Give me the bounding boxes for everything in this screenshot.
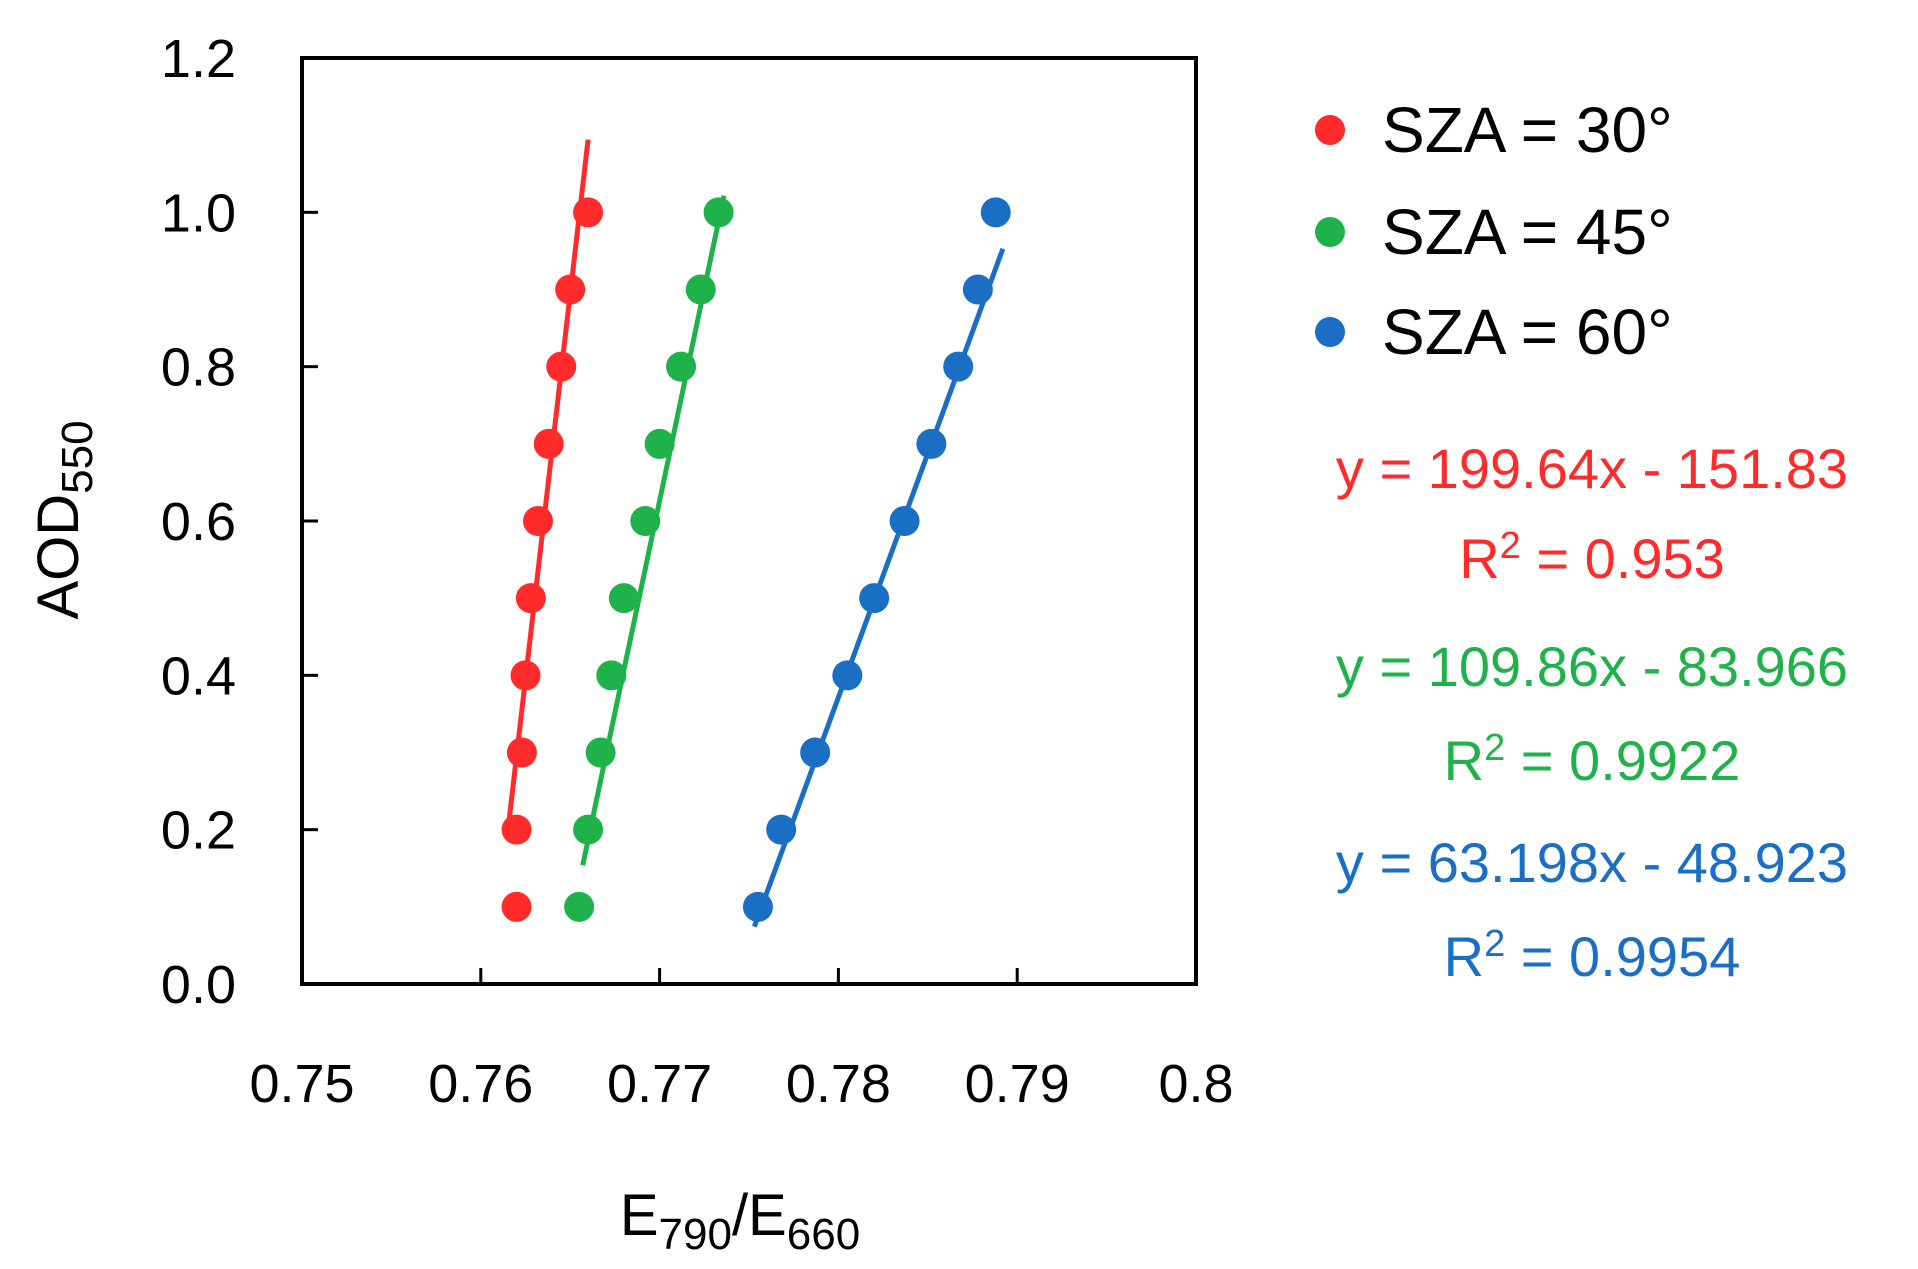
equation-sza-60: y = 63.198x - 48.923 [1336, 831, 1848, 894]
y-tick-label: 0.6 [161, 492, 236, 552]
x-axis-title-slash: /E [732, 1183, 787, 1248]
legend-label-sza-30: SZA = 30° [1382, 94, 1673, 166]
y-tick-label: 0.0 [161, 955, 236, 1015]
legend-entry-sza-60: SZA = 60° [1315, 296, 1673, 368]
fit-line-series-0 [505, 139, 591, 834]
data-point-series-1 [608, 583, 639, 614]
regression-annotations: y = 199.64x - 151.83 R2 = 0.953 y = 109.… [1336, 437, 1848, 988]
r2-value-sza-30: = 0.953 [1521, 527, 1725, 590]
x-axis-title-sub2: 660 [787, 1210, 860, 1259]
data-point-series-1 [564, 891, 595, 922]
x-tick-label: 0.75 [249, 1054, 354, 1114]
data-point-series-2 [980, 197, 1011, 228]
data-point-series-2 [889, 506, 920, 536]
x-tick-label: 0.78 [786, 1054, 891, 1114]
r2-sup-sza-30: 2 [1500, 525, 1521, 567]
legend-marker-sza-60 [1315, 317, 1345, 347]
legend-marker-sza-30 [1315, 115, 1345, 145]
y-tick-label: 0.4 [161, 646, 236, 706]
x-axis-ticks: 0.75 0.76 0.77 0.78 0.79 0.8 [249, 968, 1234, 1114]
data-point-series-0 [523, 506, 554, 536]
r2-sup-sza-45: 2 [1484, 727, 1505, 769]
y-axis-title-sub: 550 [53, 420, 102, 493]
x-tick-label: 0.79 [965, 1054, 1070, 1114]
x-axis-title-main: E [620, 1183, 659, 1248]
data-point-series-2 [742, 891, 773, 922]
r2-value-sza-60: = 0.9954 [1505, 925, 1740, 988]
legend-entry-sza-45: SZA = 45° [1315, 196, 1673, 268]
data-point-series-1 [644, 428, 675, 459]
r2-label-sza-45: R [1444, 729, 1484, 792]
data-point-series-0 [515, 583, 546, 614]
fit-lines [505, 139, 1006, 928]
legend-label-sza-45: SZA = 45° [1382, 196, 1673, 268]
data-point-series-2 [859, 583, 890, 614]
r2-sup-sza-60: 2 [1484, 923, 1505, 965]
r2-label-sza-30: R [1459, 527, 1499, 590]
x-tick-label: 0.77 [607, 1054, 712, 1114]
y-axis-title-main: AOD [26, 494, 91, 620]
data-point-series-0 [501, 814, 532, 845]
data-point-series-1 [703, 197, 734, 228]
data-point-series-0 [506, 737, 537, 768]
data-point-series-0 [555, 274, 586, 305]
data-points [501, 197, 1011, 922]
legend-label-sza-60: SZA = 60° [1382, 296, 1673, 368]
x-axis-title: E790/E660 [620, 1183, 860, 1259]
equation-sza-45: y = 109.86x - 83.966 [1336, 635, 1848, 698]
data-point-series-2 [916, 428, 947, 459]
y-axis-title: AOD550 [26, 420, 102, 619]
data-point-series-2 [832, 660, 863, 691]
r2-sza-45: R2 = 0.9922 [1444, 727, 1741, 792]
y-tick-label: 0.8 [161, 338, 236, 398]
data-point-series-0 [501, 891, 532, 922]
legend: SZA = 30° SZA = 45° SZA = 60° [1315, 94, 1673, 368]
equation-sza-30: y = 199.64x - 151.83 [1336, 437, 1848, 500]
data-point-series-0 [573, 197, 604, 228]
data-point-series-1 [666, 351, 697, 382]
data-point-series-2 [943, 351, 974, 382]
data-point-series-0 [533, 428, 564, 459]
r2-label-sza-60: R [1444, 925, 1484, 988]
data-point-series-1 [585, 737, 616, 768]
y-tick-label: 1.0 [161, 183, 236, 243]
data-point-series-1 [573, 814, 604, 845]
x-tick-label: 0.76 [428, 1054, 533, 1114]
data-point-series-2 [962, 274, 993, 305]
plot-frame [300, 56, 1198, 986]
data-point-series-0 [510, 660, 541, 691]
data-point-series-2 [766, 814, 797, 845]
r2-sza-60: R2 = 0.9954 [1444, 923, 1741, 988]
r2-value-sza-45: = 0.9922 [1505, 729, 1740, 792]
data-point-series-1 [685, 274, 716, 305]
legend-entry-sza-30: SZA = 30° [1315, 94, 1673, 166]
y-tick-label: 0.2 [161, 801, 236, 861]
y-tick-label: 1.2 [161, 29, 236, 89]
data-point-series-1 [596, 660, 627, 691]
x-tick-label: 0.8 [1158, 1054, 1233, 1114]
data-point-series-2 [800, 737, 831, 768]
data-point-series-1 [630, 506, 661, 536]
x-axis-title-sub1: 790 [659, 1210, 732, 1259]
data-point-series-0 [546, 351, 577, 382]
y-axis-ticks: 0.0 0.2 0.4 0.6 0.8 1.0 1.2 [161, 29, 318, 1015]
r2-sza-30: R2 = 0.953 [1459, 525, 1725, 590]
legend-marker-sza-45 [1315, 217, 1345, 247]
